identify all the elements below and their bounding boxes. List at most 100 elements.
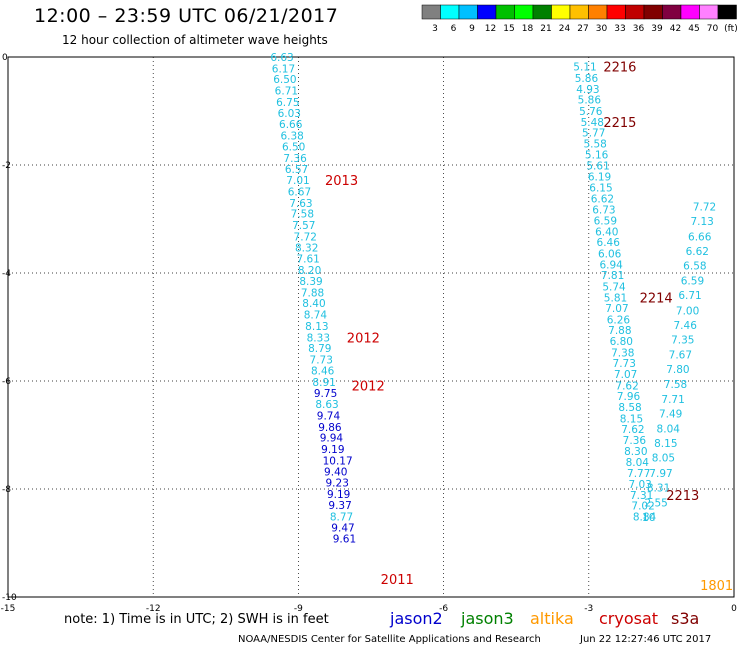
- data-point-cryosat: 7.97: [649, 468, 672, 480]
- data-point-cryosat: 7.71: [661, 394, 684, 406]
- chart-subtitle: 12 hour collection of altimeter wave hei…: [62, 33, 328, 47]
- legend-swatch: [606, 4, 626, 20]
- time-annotation: 2012: [347, 331, 380, 346]
- data-point-jason2: 7.36: [283, 153, 307, 165]
- legend-label: 33: [614, 24, 625, 34]
- data-point-s3a: 6.94: [599, 259, 623, 271]
- data-point-cryosat: 8.05: [652, 453, 675, 465]
- x-tick-label: -6: [439, 604, 448, 614]
- legend-label: 18: [522, 24, 534, 34]
- y-tick-label: -2: [2, 161, 11, 171]
- data-point-s3a: 6.46: [597, 237, 621, 249]
- data-point-jason2: 9.74: [317, 411, 341, 423]
- data-point-s3a: 6.59: [594, 216, 617, 228]
- legend-swatch: [569, 4, 589, 20]
- data-point-cryosat: 8.15: [654, 438, 677, 450]
- data-point-jason2: 8.79: [308, 343, 331, 355]
- data-point-cryosat: 7.58: [664, 379, 687, 391]
- legend-swatch: [532, 4, 552, 20]
- data-point-jason2: 6.66: [279, 119, 303, 131]
- satellite-name-cryosat: cryosat: [599, 609, 659, 628]
- legend-label: 6: [451, 24, 457, 34]
- data-point-jason2: 7.73: [310, 354, 333, 366]
- y-tick-label: -8: [2, 485, 11, 495]
- data-point-jason2: 8.33: [307, 332, 330, 344]
- x-tick-label: -9: [294, 604, 303, 614]
- color-legend: 3 6 9 12 15 18 21 24 27 30 33 36 39 42 45 70 (ft): [421, 4, 738, 34]
- legend-swatch: [680, 4, 700, 20]
- y-tick-label: -4: [2, 269, 11, 279]
- data-point-s3a: 5.58: [583, 138, 606, 150]
- data-point-s3a: 7.77: [627, 468, 650, 480]
- data-point-s3a: 7.62: [615, 380, 638, 392]
- data-point-jason2: 6.63: [270, 52, 293, 64]
- time-annotation: 2214: [640, 291, 673, 306]
- data-point-s3a: 5.76: [579, 106, 603, 118]
- data-point-s3a: 5.11: [573, 62, 596, 74]
- legend-swatch: [625, 4, 645, 20]
- data-point-jason2: 7.58: [291, 209, 314, 221]
- legend-swatch: [514, 4, 534, 20]
- data-point-jason2: 7.61: [296, 253, 319, 265]
- data-point-jason2: 8.46: [311, 366, 335, 378]
- data-point-s3a: 7.02: [631, 501, 654, 513]
- legend-swatch: [477, 4, 497, 20]
- legend-label: 9: [469, 24, 475, 34]
- data-point-s3a: 5.86: [575, 73, 599, 85]
- data-point-jason2: 8.20: [298, 265, 321, 277]
- data-point-cryosat: 6.71: [678, 290, 701, 302]
- legend-swatch: [440, 4, 460, 20]
- legend-swatch: [717, 4, 737, 20]
- data-point-s3a: 7.03: [628, 479, 651, 491]
- time-annotation: 2013: [325, 174, 358, 189]
- data-point-s3a: 7.81: [601, 270, 624, 282]
- data-point-jason2: 7.63: [289, 198, 312, 210]
- data-point-s3a: 8.84: [633, 512, 657, 524]
- data-point-s3a: 7.88: [608, 325, 631, 337]
- data-point-s3a: 6.19: [588, 171, 611, 183]
- time-annotation: 2213: [666, 489, 699, 504]
- chart-title: 12:00 – 23:59 UTC 06/21/2017: [34, 5, 339, 27]
- data-point-s3a: 7.38: [611, 347, 634, 359]
- timestamp-text: Jun 22 12:27:46 UTC 2017: [580, 634, 712, 645]
- legend-label: 27: [577, 24, 588, 34]
- data-point-jason2: 6.03: [278, 108, 301, 120]
- data-point-jason2: 7.01: [286, 175, 309, 187]
- data-point-cryosat: 6.66: [688, 231, 712, 243]
- data-point-jason2: 6.57: [285, 164, 308, 176]
- data-point-cryosat: 6.59: [681, 276, 704, 288]
- data-point-jason2: 6.50: [273, 74, 296, 86]
- data-point-jason2: 8.74: [304, 310, 328, 322]
- data-point-jason2: 6.38: [280, 130, 303, 142]
- time-annotation: 2012: [352, 379, 385, 394]
- x-tick-label: -15: [1, 604, 16, 614]
- data-point-s3a: 7.07: [605, 303, 628, 315]
- legend-label: 39: [651, 24, 663, 34]
- data-point-cryosat: 7.35: [671, 334, 694, 346]
- data-point-jason2: 8.91: [312, 377, 335, 389]
- data-point-s3a: 5.61: [586, 161, 609, 173]
- legend-label: 3: [432, 24, 438, 34]
- legend-swatch: [495, 4, 515, 20]
- data-point-jason2: 10.17: [323, 455, 353, 467]
- data-point-jason2: 8.63: [315, 399, 338, 411]
- x-tick-label: 0: [731, 604, 737, 614]
- legend-label: 15: [503, 24, 514, 34]
- legend-label: 45: [688, 24, 699, 34]
- data-point-s3a: 5.81: [604, 292, 627, 304]
- data-point-cryosat: 7.49: [659, 408, 682, 420]
- data-point-cryosat: 7.67: [669, 350, 692, 362]
- legend-swatch: [662, 4, 682, 20]
- plot-frame: [7, 56, 735, 598]
- legend-label: 12: [485, 24, 496, 34]
- plot-area: -15 -12 -9 -6 -3 00-2-4-6-8-106.636.176.506.7…: [1, 52, 737, 614]
- data-point-s3a: 6.06: [598, 249, 622, 261]
- data-point-s3a: 8.58: [618, 402, 641, 414]
- data-point-cryosat: 7.72: [693, 202, 716, 214]
- data-point-s3a: 5.48: [581, 117, 604, 129]
- data-point-s3a: 6.26: [607, 314, 631, 326]
- data-point-cryosat: 8.31: [647, 482, 670, 494]
- y-tick-label: -6: [2, 377, 11, 387]
- data-point-jason2: 7.72: [294, 231, 317, 243]
